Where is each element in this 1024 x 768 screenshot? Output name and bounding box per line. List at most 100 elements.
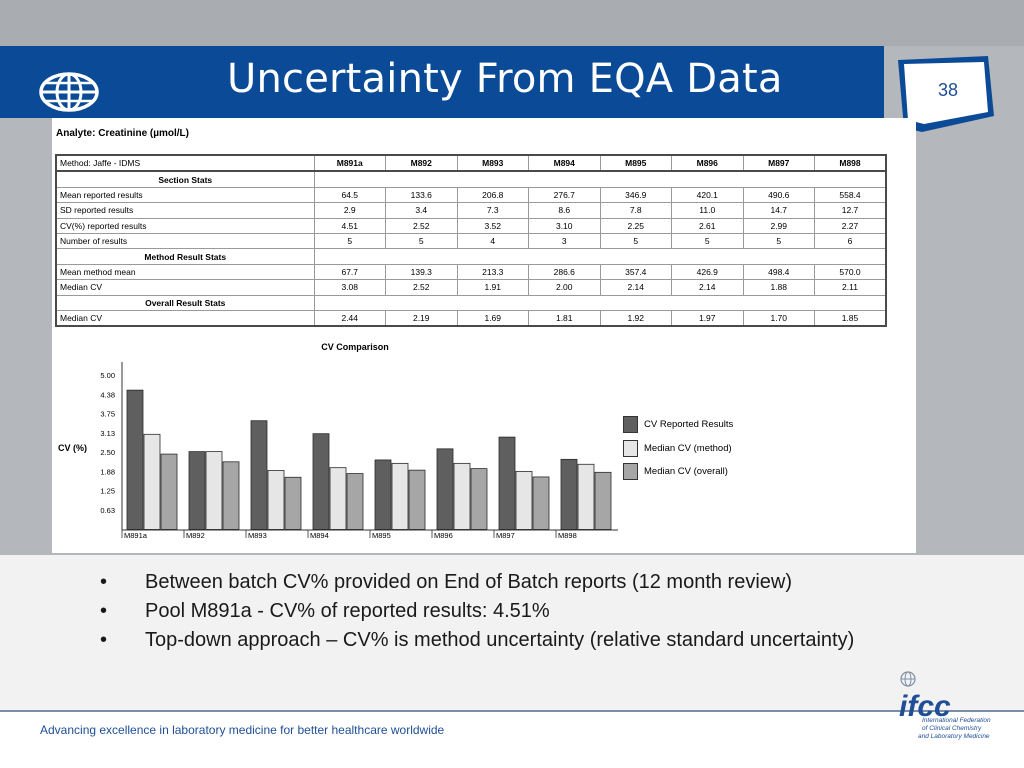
table-cell: 2.14 [671,279,744,296]
legend-item: CV Reported Results [623,416,803,434]
bar [577,463,595,530]
bullet-marker: • [100,571,108,593]
slide-title: Uncertainty From EQA Data [227,56,783,102]
pool-header: M893 [456,154,529,173]
table-cell: 3 [528,232,601,250]
page-number-tab [898,56,994,132]
analyte-label: Analyte: Creatinine (µmol/L) [56,128,189,139]
section-title: Overall Result Stats [55,294,315,311]
title-band [0,46,884,118]
table-cell: 1.85 [814,309,887,327]
pool-header: M898 [814,154,887,173]
table-row: Median CV 2.44 2.19 1.69 1.81 1.92 1.97 1.70 1.8… [55,309,887,327]
table-cell: 2.44 [313,309,386,327]
bar [312,433,330,530]
table-cell: 206.8 [456,186,529,204]
table-cell: 1.69 [456,309,529,327]
table-cell: 11.0 [671,202,744,219]
svg-text:of Clinical Chemistry: of Clinical Chemistry [922,725,982,732]
bar [436,448,454,530]
x-tick-label: M895 [372,531,391,540]
table-cell: 64.5 [313,186,386,204]
row-label: Mean method mean [55,263,315,281]
pool-header: M892 [385,154,458,173]
table-cell: 5 [313,232,386,250]
table-cell: 67.7 [313,263,386,281]
table-cell: 2.61 [671,217,744,234]
section-header-row: Section Stats [55,170,887,188]
row-label: Number of results [55,232,315,250]
row-label: SD reported results [55,202,315,219]
bar [532,476,550,530]
section-title: Section Stats [55,170,315,188]
table-cell: 2.9 [313,202,386,219]
bar [329,467,347,530]
row-label: CV(%) reported results [55,217,315,234]
y-tick-label: 1.25 [100,487,115,496]
section-spacer [313,294,887,311]
svg-text:ifcc: ifcc [899,690,951,723]
table-cell: 12.7 [814,202,887,219]
content-background [0,555,1024,710]
table-cell: 1.81 [528,309,601,327]
section-spacer [313,248,887,265]
table-row: Number of results 5 5 4 3 5 5 5 6 [55,232,887,250]
y-tick-label: 2.50 [100,448,115,457]
table-cell: 3.10 [528,217,601,234]
table-cell: 5 [671,232,744,250]
ifcc-logo: ifcc International Federation of Clinica… [899,671,991,740]
page-number: 38 [937,80,959,100]
bullet-item: • Top-down approach – CV% is method uncer… [100,629,870,652]
table-cell: 490.6 [742,186,815,204]
footer-band [0,710,1024,768]
table-row: SD reported results 2.9 3.4 7.3 8.6 7.8 11.0 14… [55,202,887,219]
bullet-marker: • [100,629,108,651]
y-tick-label: 3.13 [100,429,115,438]
x-tick-label: M894 [310,531,329,540]
legend-swatch [623,439,638,457]
legend-swatch [623,416,638,433]
table-row: Mean reported results 64.5 133.6 206.8 276.7… [55,186,887,204]
table-cell: 570.0 [814,263,887,281]
section-spacer [313,170,887,188]
table-cell: 276.7 [528,186,601,204]
pool-header: M894 [528,154,601,173]
table-cell: 2.11 [814,279,887,296]
x-tick-label: M898 [558,531,577,540]
table-cell: 3.08 [313,279,386,296]
globe-icon [39,72,99,112]
y-axis-label: CV (%) [58,443,87,453]
svg-text:and Laboratory Medicine: and Laboratory Medicine [918,733,990,740]
table-cell: 1.91 [456,279,529,296]
legend-label: CV Reported Results [644,419,734,430]
y-tick-label: 4.38 [100,390,115,399]
chart-title: CV Comparison [321,342,389,352]
table-cell: 213.3 [456,263,529,281]
bar [143,433,161,530]
pool-header: M895 [599,154,672,173]
y-tick-label: 0.63 [100,506,115,515]
table-cell: 4.51 [313,217,386,234]
table-cell: 346.9 [599,186,672,204]
bullet-item: • Pool M891a - CV% of reported results: 4… [100,600,870,623]
cv-comparison-chart: 5.00 4.38 3.75 3.13 2.50 1.88 1.25 0.63 M891a M89… [94,356,624,542]
y-tick-label: 5.00 [100,371,115,380]
x-tick-label: M896 [434,531,453,540]
bar [160,453,178,530]
bar [126,389,144,530]
bar [284,476,302,530]
row-label: Mean reported results [55,186,315,204]
table-cell: 5 [599,232,672,250]
table-cell: 7.3 [456,202,529,219]
bar [560,458,578,530]
table-cell: 3.52 [456,217,529,234]
table-header-row: Method: Jaffe - IDMS M891a M892 M893 M894 M89… [55,154,887,173]
bullet-item: • Between batch CV% provided on End of Ba… [100,571,870,594]
x-tick-label: M892 [186,531,205,540]
table-cell: 498.4 [742,263,815,281]
table-cell: 5 [385,232,458,250]
section-title: Method Result Stats [55,248,315,265]
table-cell: 14.7 [742,202,815,219]
table-row: Mean method mean 67.7 139.3 213.3 286.6 357.4… [55,263,887,281]
svg-text:International Federation: International Federation [922,717,991,724]
